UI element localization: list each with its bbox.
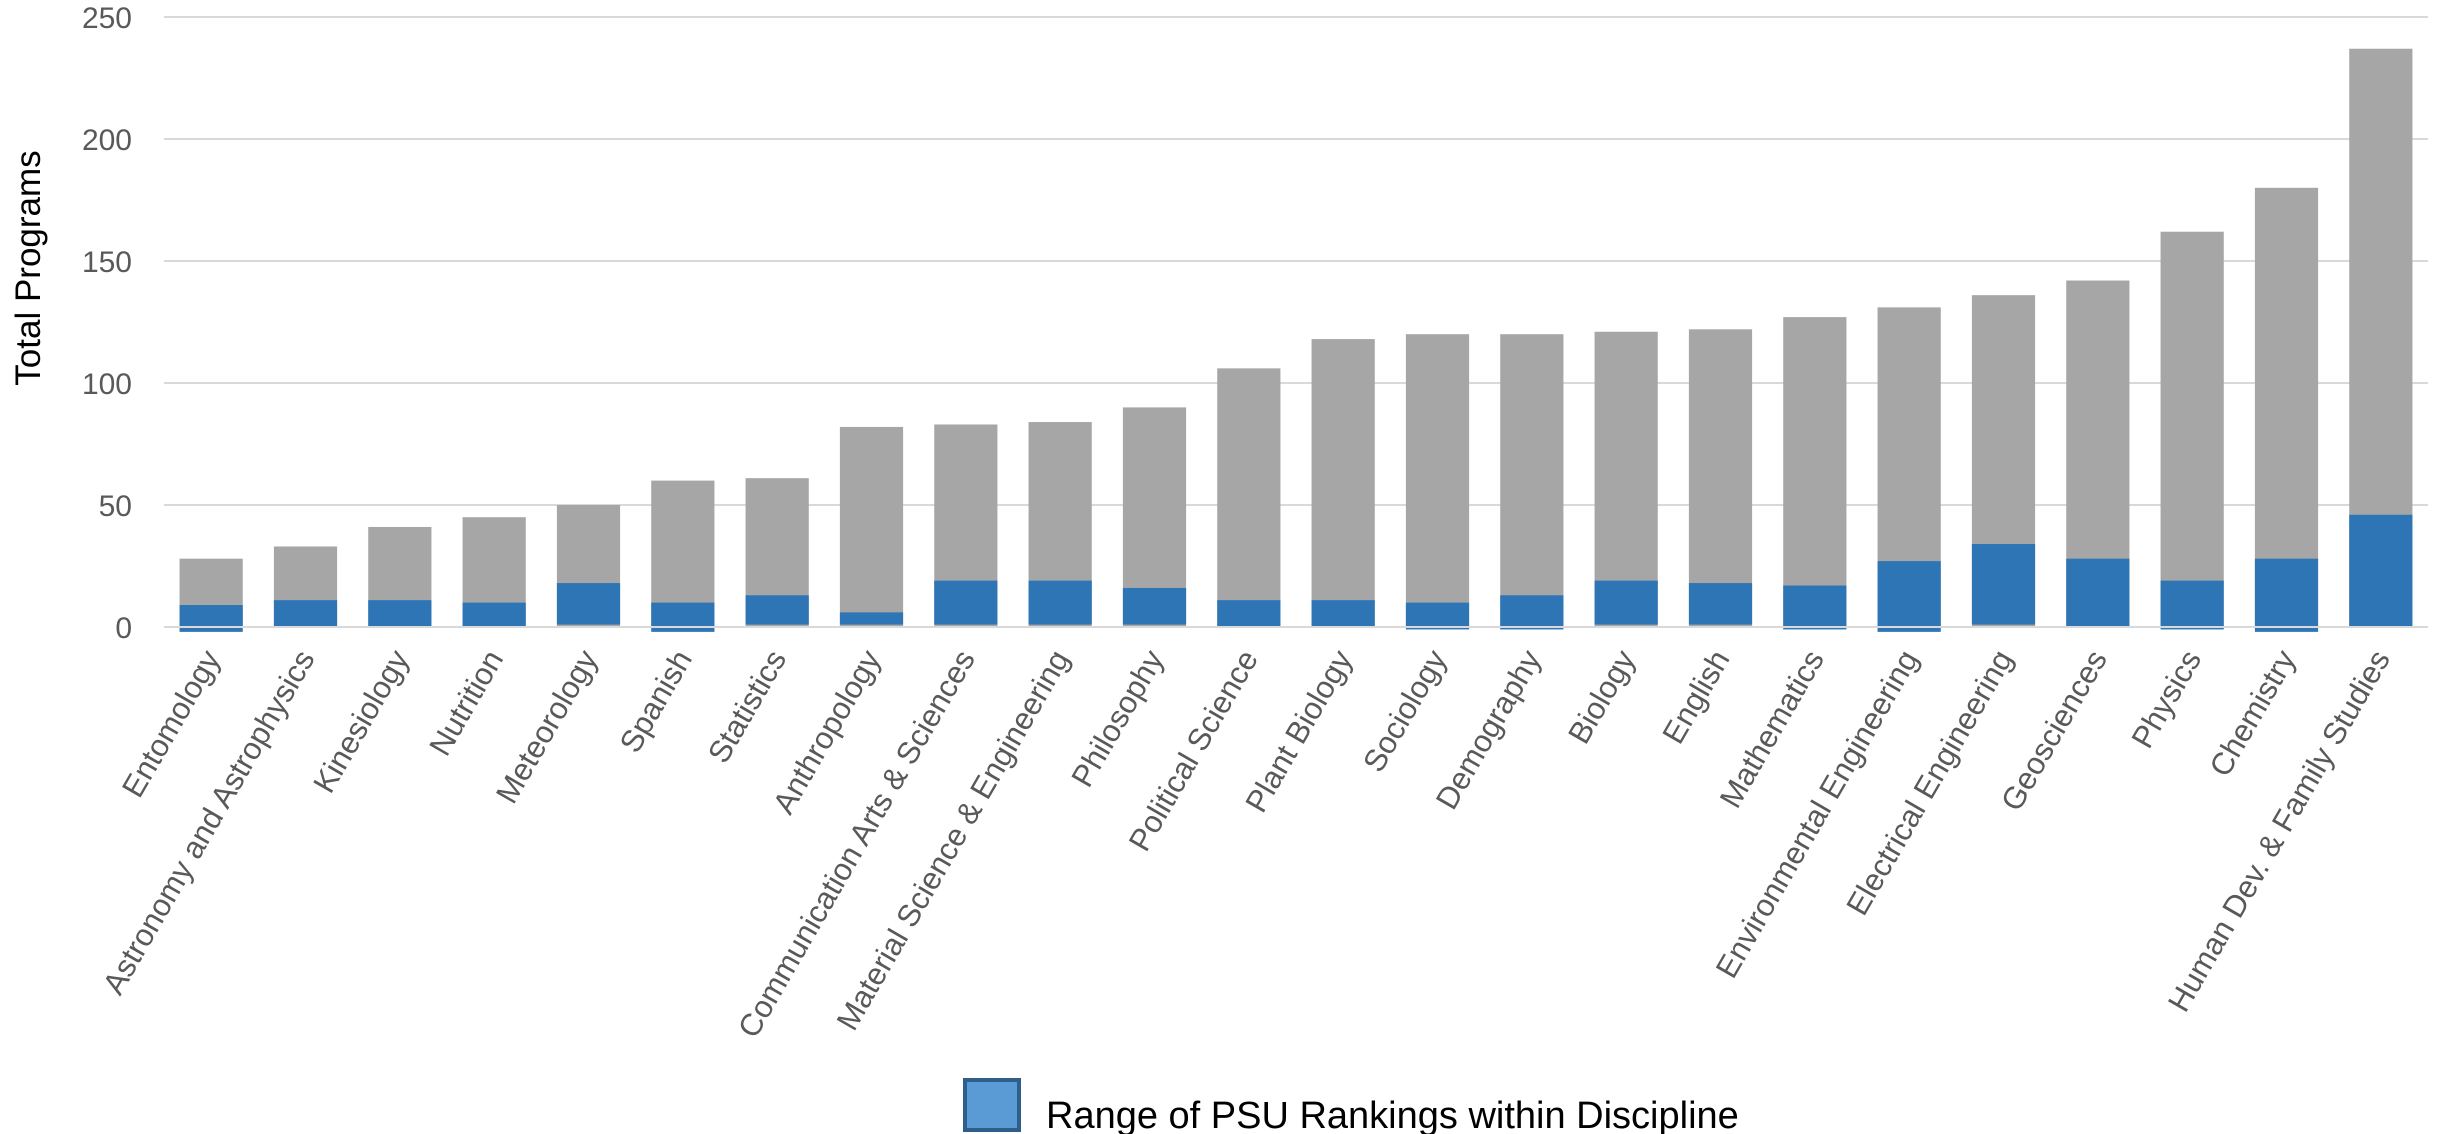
x-tick-label: Statistics xyxy=(701,644,793,769)
y-tick-label: 50 xyxy=(99,490,132,523)
x-tick-label: Physics xyxy=(2125,644,2209,754)
x-tick-label: Astronomy and Astrophysics xyxy=(96,644,322,1000)
range-bar xyxy=(2160,580,2224,630)
y-axis-title: Total Programs xyxy=(9,150,48,385)
total-programs-bars xyxy=(179,48,2413,628)
range-bar xyxy=(1688,583,1753,625)
legend-label: Range of PSU Rankings within Discipline xyxy=(1046,1095,1739,1134)
range-bar xyxy=(839,612,904,625)
x-tick-label: Chemistry xyxy=(2202,644,2302,783)
total-bar xyxy=(1500,334,1564,627)
range-bar xyxy=(1122,587,1187,625)
legend-swatch xyxy=(963,1078,1021,1132)
range-bar xyxy=(745,595,809,625)
y-tick-label: 0 xyxy=(115,612,132,645)
range-bar xyxy=(1405,602,1470,630)
total-bar xyxy=(1688,329,1753,627)
y-tick-label: 250 xyxy=(82,2,132,35)
x-tick-label: English xyxy=(1655,644,1736,750)
range-bar xyxy=(1500,595,1564,630)
range-bar xyxy=(462,602,526,627)
range-bar xyxy=(1217,600,1281,627)
range-bar xyxy=(1971,544,2036,625)
total-bar xyxy=(1783,317,1847,627)
range-bar xyxy=(934,580,998,625)
range-bar xyxy=(1877,561,1941,632)
total-bar xyxy=(2160,231,2224,627)
y-tick-label: 200 xyxy=(82,124,132,157)
range-bar xyxy=(2066,558,2130,627)
x-tick-label: Philosophy xyxy=(1064,644,1170,793)
range-bar xyxy=(1311,600,1375,627)
psu-range-bars xyxy=(179,514,2413,632)
y-axis-ticks: 0 50 100 150 200 250 xyxy=(82,2,132,645)
range-bar xyxy=(1594,580,1658,625)
range-bar xyxy=(1783,585,1847,630)
x-tick-label: Spanish xyxy=(613,644,699,759)
total-bar xyxy=(2254,187,2319,628)
range-bar xyxy=(1028,580,1092,625)
y-tick-label: 100 xyxy=(82,368,132,401)
range-bar xyxy=(273,600,338,627)
total-bar xyxy=(839,426,904,627)
x-tick-label: Kinesiology xyxy=(306,644,416,799)
x-tick-label: Biology xyxy=(1561,644,1642,750)
total-bar xyxy=(1311,339,1375,627)
y-tick-label: 150 xyxy=(82,246,132,279)
total-bar xyxy=(1405,334,1470,627)
range-bar xyxy=(556,583,621,625)
x-tick-label: Sociology xyxy=(1356,644,1454,778)
gridlines xyxy=(164,16,2428,506)
x-tick-label: Electrical Engineering xyxy=(1839,644,2019,921)
range-bar xyxy=(2349,514,2413,627)
legend: Range of PSU Rankings within Discipline xyxy=(963,1078,1739,1134)
x-tick-label: Meteorology xyxy=(489,644,605,810)
range-bar xyxy=(2254,558,2319,632)
x-tick-label: Entomology xyxy=(115,644,227,804)
x-tick-label: Nutrition xyxy=(422,644,510,761)
total-bar xyxy=(1594,331,1658,627)
range-bar xyxy=(368,600,432,627)
total-bar xyxy=(1217,368,1281,627)
